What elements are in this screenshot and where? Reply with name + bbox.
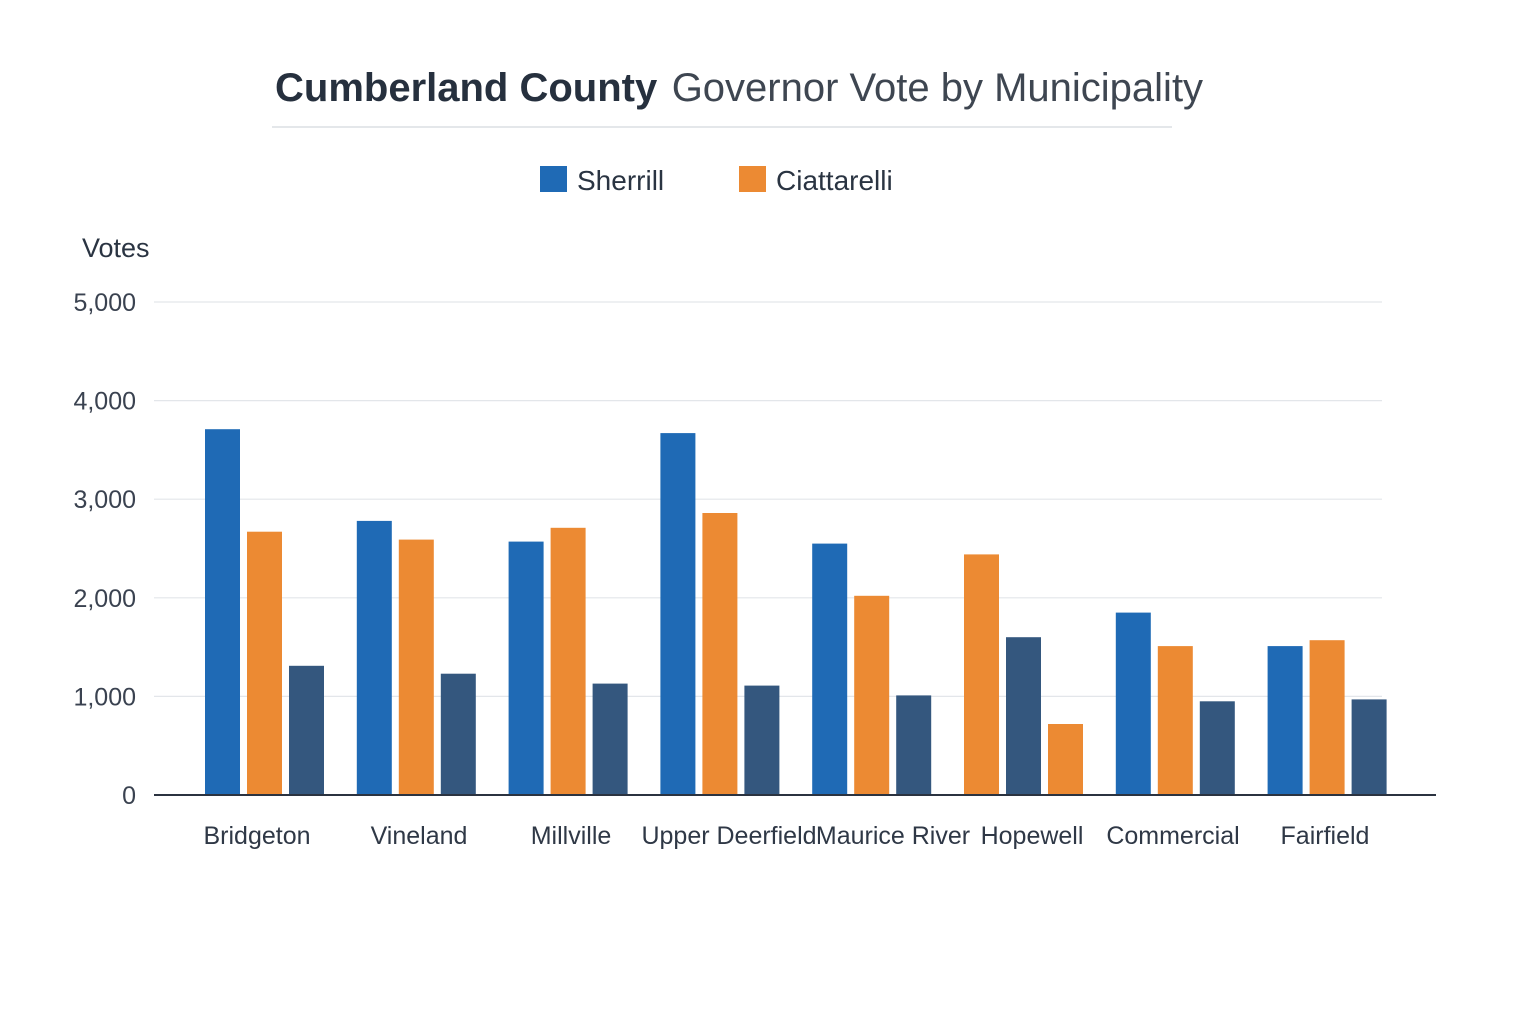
legend-swatch-ciattarelli bbox=[739, 166, 766, 192]
gridlines bbox=[154, 301, 1382, 698]
y-tick-label: 5,000 bbox=[73, 289, 136, 317]
x-category-label: Maurice River bbox=[816, 822, 970, 850]
x-category-label: Hopewell bbox=[981, 822, 1084, 850]
bar-millville-3 bbox=[592, 683, 628, 795]
bar-bridgeton-2 bbox=[247, 531, 282, 795]
x-category-label: Millville bbox=[531, 822, 612, 850]
bar-commercial-1 bbox=[1115, 612, 1151, 795]
legend-label-ciattarelli: Ciattarelli bbox=[776, 165, 893, 196]
y-tick-label: 4,000 bbox=[73, 388, 136, 416]
bar-maurice-river-3 bbox=[896, 695, 932, 795]
y-tick-label: 0 bbox=[122, 782, 136, 810]
y-axis-title: Votes bbox=[82, 233, 150, 263]
bar-bridgeton-3 bbox=[289, 665, 324, 795]
bar-bridgeton-1 bbox=[205, 429, 240, 795]
bar-maurice-river-2 bbox=[854, 595, 890, 795]
chart-title: Cumberland County Governor Vote by Munic… bbox=[275, 66, 1203, 110]
bar-millville-1 bbox=[508, 541, 544, 795]
bar-vineland-1 bbox=[356, 520, 392, 795]
y-tick-label: 2,000 bbox=[73, 585, 136, 613]
bar-millville-2 bbox=[550, 527, 586, 795]
y-tick-label: 1,000 bbox=[73, 683, 136, 711]
chart-title-rest: Governor Vote by Municipality bbox=[672, 66, 1203, 110]
bars bbox=[205, 429, 1387, 795]
chart-title-bold: Cumberland County bbox=[275, 66, 658, 110]
bar-commercial-3 bbox=[1199, 701, 1235, 795]
bar-fairfield-1 bbox=[1267, 646, 1303, 795]
bar-upper-deerfield-3 bbox=[744, 685, 780, 795]
legend-swatch-sherrill bbox=[540, 166, 567, 192]
bar-vineland-2 bbox=[398, 539, 434, 795]
bar-commercial-2 bbox=[1157, 646, 1193, 795]
x-category-label: Fairfield bbox=[1281, 822, 1370, 850]
y-axis-ticks: 0 1,000 2,000 3,000 4,000 5,000 bbox=[73, 289, 136, 810]
legend-label-sherrill: Sherrill bbox=[577, 165, 664, 196]
bar-upper-deerfield-2 bbox=[702, 513, 738, 795]
legend: Sherrill Ciattarelli bbox=[540, 165, 893, 196]
x-category-label: Bridgeton bbox=[203, 822, 310, 850]
y-tick-label: 3,000 bbox=[73, 486, 136, 514]
x-category-label: Commercial bbox=[1106, 822, 1239, 850]
bar-hopewell-3 bbox=[1048, 724, 1083, 795]
bar-hopewell-1 bbox=[964, 554, 999, 795]
x-category-label: Vineland bbox=[371, 822, 468, 850]
bar-vineland-3 bbox=[440, 673, 476, 795]
bar-maurice-river-1 bbox=[812, 543, 848, 795]
bar-fairfield-2 bbox=[1309, 640, 1345, 795]
bar-upper-deerfield-1 bbox=[660, 433, 696, 795]
bar-fairfield-3 bbox=[1351, 699, 1387, 795]
x-axis-labels: Bridgeton Vineland Millville Upper Deerfiel… bbox=[203, 822, 1369, 850]
bar-hopewell-2 bbox=[1006, 637, 1041, 795]
x-category-label: Upper Deerfield bbox=[641, 822, 816, 850]
